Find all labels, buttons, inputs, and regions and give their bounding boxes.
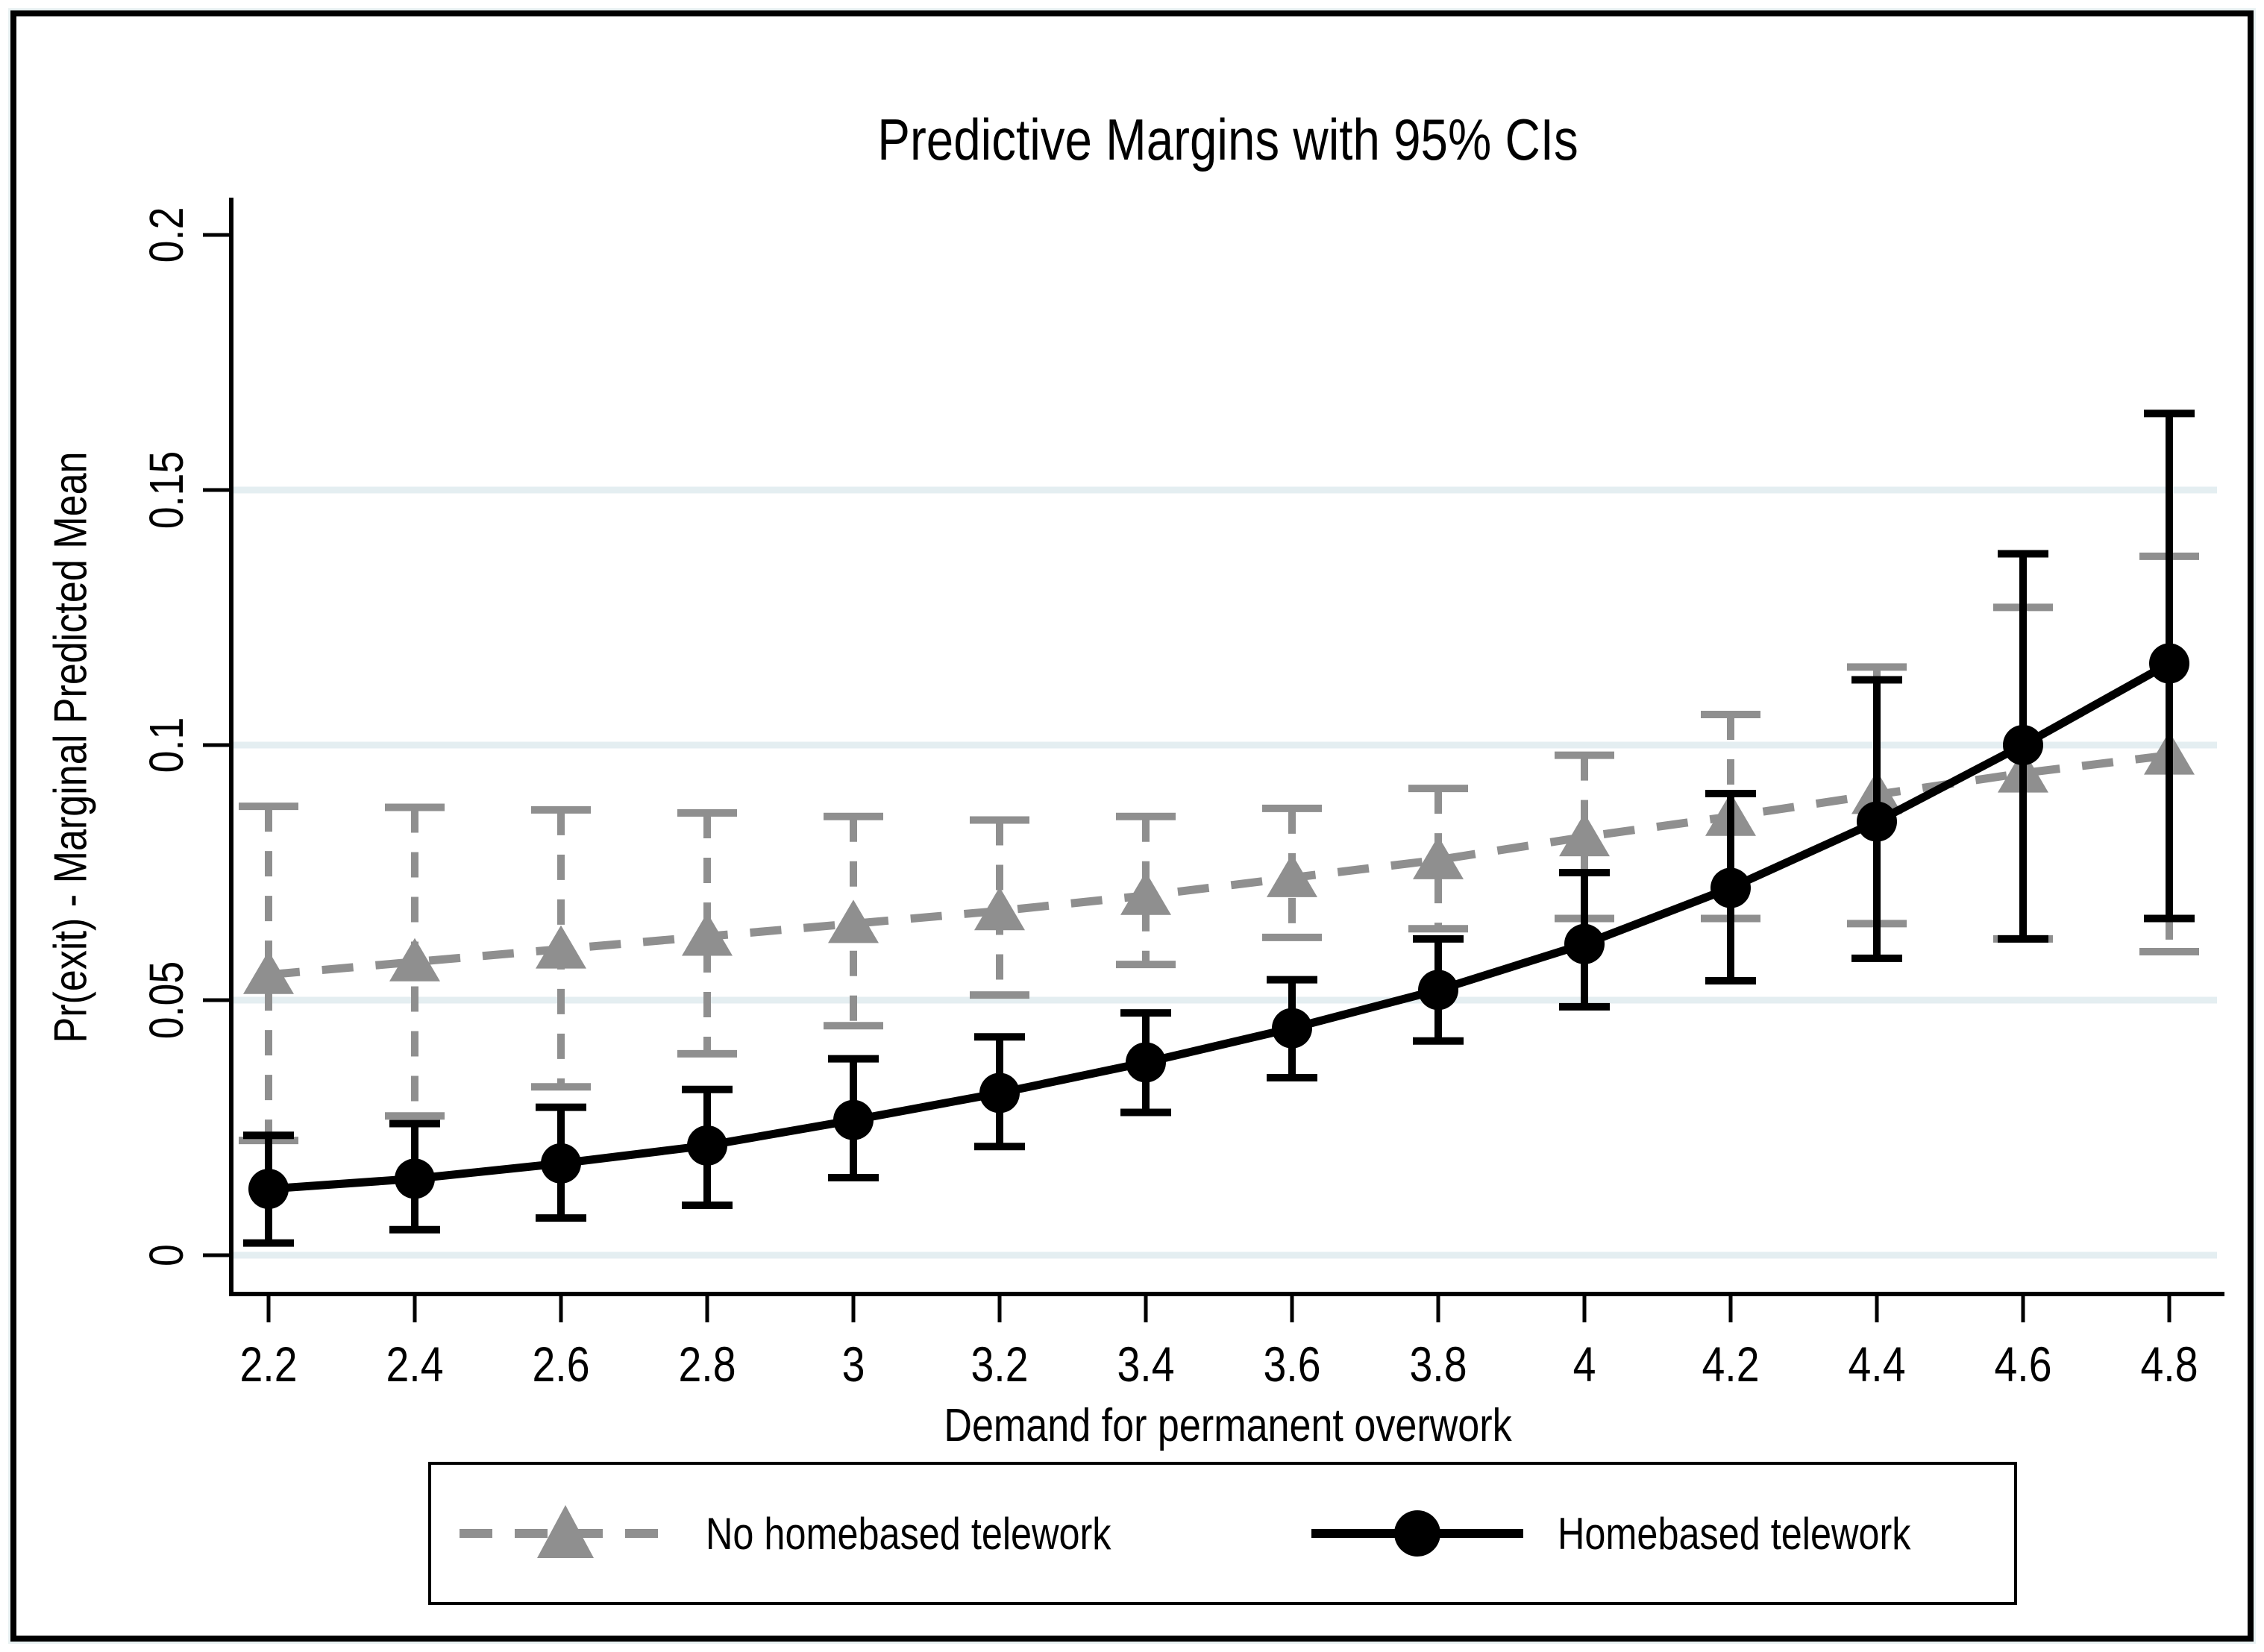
- circle-marker: [541, 1143, 581, 1184]
- triangle-marker: [974, 887, 1025, 931]
- x-tick-label: 2.4: [386, 1337, 443, 1392]
- legend-item-homebased-telework: Homebased telework: [1305, 1465, 1978, 1602]
- x-tick-label: 2.6: [532, 1337, 589, 1392]
- circle-marker: [1710, 867, 1751, 908]
- triangle-marker: [1120, 871, 1171, 915]
- circle-marker: [1418, 970, 1458, 1011]
- y-tick-label: 0.1: [139, 717, 193, 773]
- series-no-homebased-telework: [239, 552, 2199, 1145]
- circle-marker: [979, 1072, 1020, 1114]
- legend-circle-marker-icon: [1394, 1510, 1440, 1557]
- legend: No homebased telework Homebased telework: [428, 1462, 2017, 1605]
- x-tick-label: 3.2: [970, 1337, 1028, 1392]
- circle-marker: [1857, 801, 1897, 842]
- series-line: [268, 659, 2172, 1193]
- circle-marker: [1272, 1008, 1312, 1049]
- figure-border: [8, 8, 2256, 1644]
- x-tick-label: 2.2: [239, 1337, 297, 1392]
- x-tick-label: 4.2: [1702, 1337, 1759, 1392]
- legend-triangle-marker-icon: [537, 1505, 594, 1558]
- circle-marker: [2003, 725, 2043, 765]
- triangle-marker: [1413, 835, 1464, 879]
- triangle-marker: [1267, 853, 1317, 897]
- x-tick-label: 2.8: [678, 1337, 736, 1392]
- circle-marker: [833, 1099, 874, 1140]
- triangle-marker: [389, 938, 440, 982]
- chart-title: Predictive Margins with 95% CIs: [877, 107, 1578, 172]
- y-tick-label: 0.2: [139, 207, 193, 263]
- x-tick-label: 3.6: [1263, 1337, 1320, 1392]
- y-tick-label: 0.15: [139, 451, 193, 530]
- triangle-marker: [536, 925, 586, 969]
- x-tick-label: 4: [1573, 1337, 1596, 1392]
- circle-marker: [1564, 923, 1605, 964]
- x-tick-label: 4.6: [1994, 1337, 2051, 1392]
- circle-marker: [248, 1169, 289, 1210]
- circle-marker: [687, 1125, 727, 1166]
- legend-item-no-homebased-telework: No homebased telework: [454, 1465, 1188, 1602]
- legend-label-homebased-telework: Homebased telework: [1558, 1508, 1911, 1559]
- x-tick-label: 3.4: [1117, 1337, 1174, 1392]
- legend-sample-0: [460, 1505, 671, 1558]
- circle-marker: [2149, 643, 2189, 684]
- triangle-marker: [1559, 813, 1610, 857]
- legend-label-no-homebased-telework: No homebased telework: [706, 1508, 1111, 1559]
- x-axis-title: Demand for permanent overwork: [944, 1400, 1512, 1451]
- triangle-marker: [682, 912, 733, 956]
- triangle-marker: [828, 899, 879, 943]
- y-tick-label: 0: [139, 1244, 193, 1266]
- circle-marker: [1126, 1042, 1166, 1083]
- x-tick-label: 4.4: [1848, 1337, 1905, 1392]
- triangle-marker: [243, 950, 294, 994]
- circle-marker: [395, 1158, 435, 1199]
- series-homebased-telework: [243, 409, 2195, 1247]
- x-tick-label: 4.8: [2140, 1337, 2198, 1392]
- legend-sample-1: [1311, 1510, 1523, 1557]
- x-tick-label: 3.8: [1409, 1337, 1467, 1392]
- y-tick-label: 0.05: [139, 961, 193, 1040]
- x-tick-label: 3: [842, 1337, 865, 1392]
